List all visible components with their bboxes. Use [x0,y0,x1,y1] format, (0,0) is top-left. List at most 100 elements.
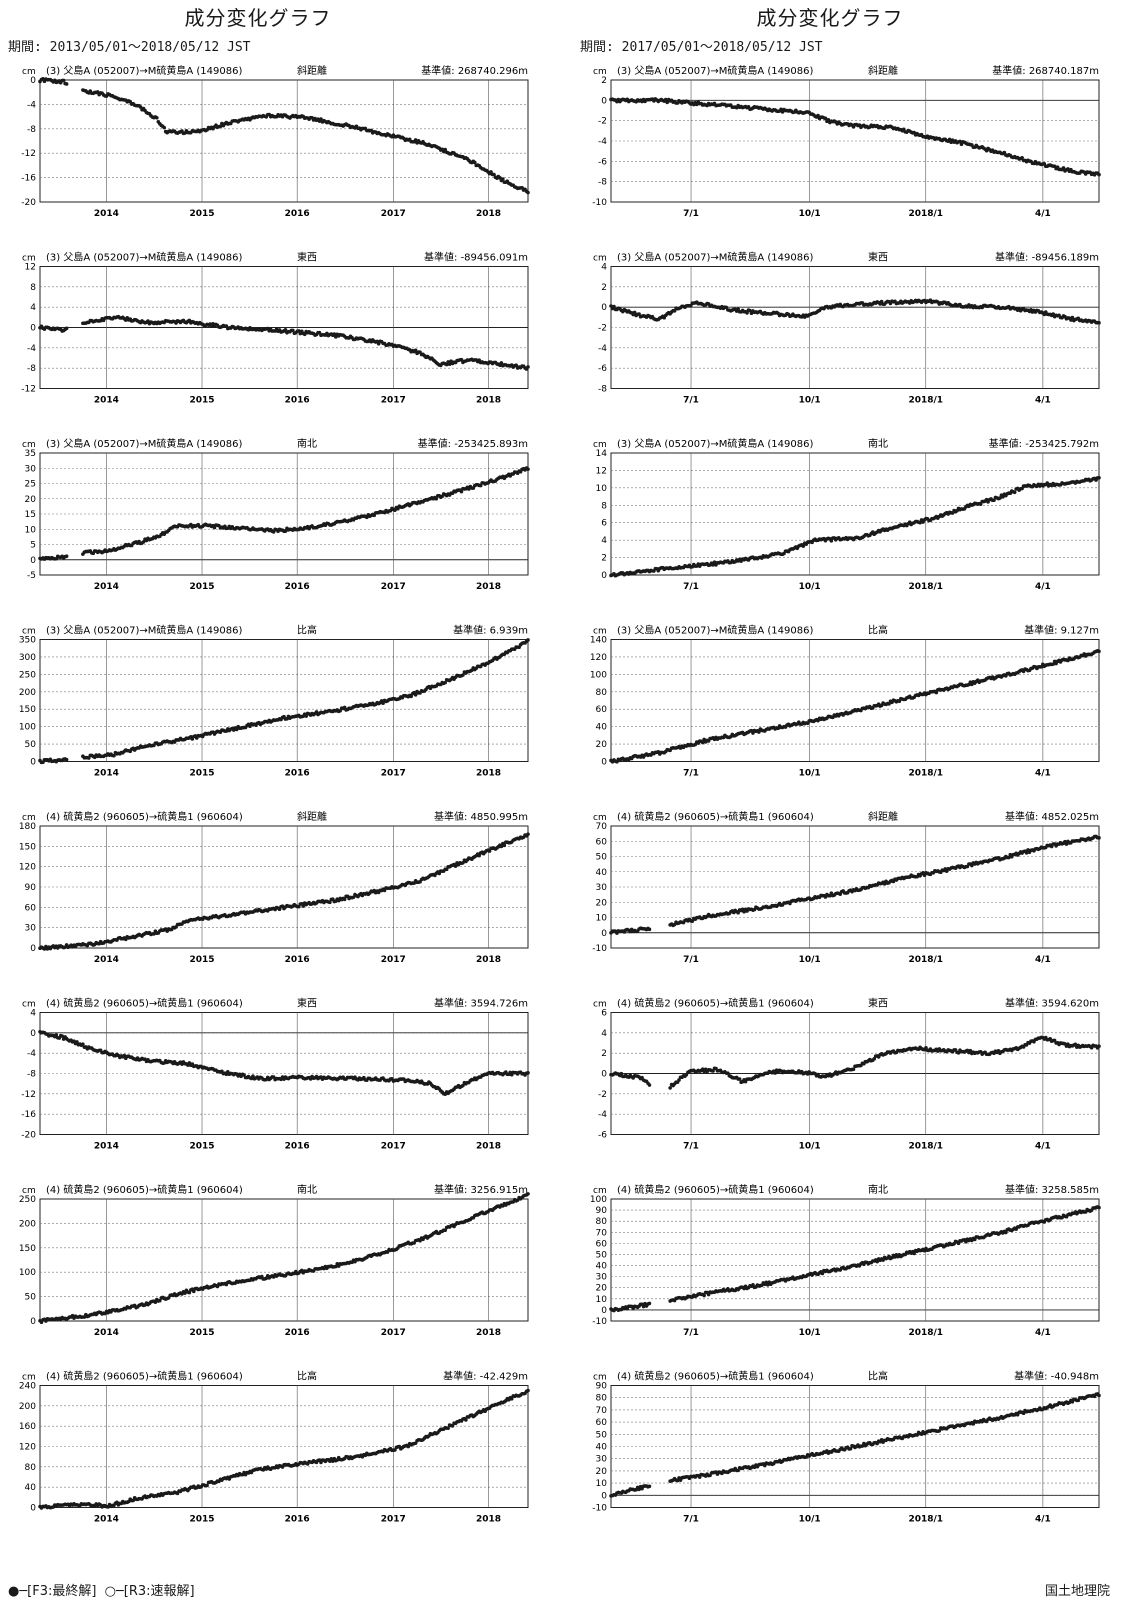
x-tick-label: 7/1 [683,1328,699,1338]
y-tick-label: -16 [21,174,36,184]
data-point [413,348,418,353]
x-tick-label: 4/1 [1035,1328,1051,1338]
series-label: (3) 父島A (052007)→M硫黄島A (149086) [617,624,813,637]
x-tick-label: 2018 [476,1328,501,1338]
data-series [609,97,1101,177]
data-point [647,1301,652,1306]
data-point [956,1051,961,1055]
unit-label: cm [593,440,607,450]
y-tick-label: 20 [25,495,37,505]
data-point [526,190,530,195]
data-point [828,893,832,898]
data-point [1097,649,1101,654]
y-tick-label: -4 [598,1110,607,1120]
y-tick-label: -4 [27,1049,36,1059]
data-point [381,701,385,706]
y-tick-label: 50 [596,1250,608,1260]
y-tick-label: 40 [596,723,608,733]
y-tick-label: 200 [19,688,36,698]
component-label: 斜距離 [868,810,898,823]
data-point [492,172,496,177]
unit-label: cm [593,813,607,823]
data-point [271,1075,276,1079]
y-tick-label: 100 [590,1195,607,1205]
x-tick-label: 2016 [285,1328,310,1338]
x-tick-label: 2015 [189,396,214,406]
component-label: 東西 [868,997,888,1010]
y-tick-label: 8 [601,501,607,511]
x-tick-label: 2015 [189,582,214,592]
base-value: 基準値: -89456.189m [995,251,1099,264]
data-point [418,1238,422,1243]
unit-label: cm [22,813,36,823]
y-tick-label: 90 [596,1206,608,1216]
y-tick-label: 0 [30,76,36,86]
y-tick-label: 6 [601,1009,607,1019]
y-tick-label: 0 [30,556,36,566]
series-label: (4) 硫黄島2 (960605)→硫黄島1 (960604) [46,1370,243,1383]
chart-panel-0: cm (3) 父島A (052007)→M硫黄島A (149086) 斜距離 基準値:… [21,64,530,219]
data-point [823,116,828,121]
chart-panel-2: cm (3) 父島A (052007)→M硫黄島A (149086) 東西 基準値: … [21,251,530,406]
data-point [912,1251,916,1256]
data-point [138,105,143,109]
y-tick-label: 200 [19,1219,36,1229]
component-label: 斜距離 [297,64,327,77]
series-label: (4) 硫黄島2 (960605)→硫黄島1 (960604) [46,810,243,823]
y-tick-label: 25 [25,480,36,490]
y-tick-label: 250 [19,1195,36,1205]
y-tick-label: 10 [25,525,37,535]
data-point [301,904,306,908]
data-point [502,843,507,848]
data-point [881,1258,885,1262]
data-point [302,332,307,337]
data-point [947,137,952,142]
data-series [38,1029,530,1097]
x-tick-label: 2014 [94,1328,119,1338]
plot-frame [39,639,529,762]
data-point [1097,836,1101,840]
y-tick-label: 0 [601,1070,607,1080]
y-tick-label: 120 [19,1443,36,1453]
data-point [1070,315,1075,320]
data-point [736,910,740,915]
data-point [501,177,505,181]
y-tick-label: -8 [598,385,607,395]
y-tick-label: -4 [598,137,607,147]
y-tick-label: 140 [590,636,607,646]
component-label: 南北 [868,437,888,450]
y-tick-label: 35 [25,449,36,459]
y-tick-label: 100 [19,1268,36,1278]
data-point [968,1048,973,1053]
data-point [434,496,439,501]
data-point [443,1228,447,1233]
y-tick-label: -10 [592,944,607,954]
x-tick-label: 10/1 [799,209,821,219]
data-point [64,82,69,86]
chart-panel-9: cm (4) 硫黄島2 (960605)→硫黄島1 (960604) 斜距離 基準値:… [592,810,1101,965]
y-tick-label: 10 [596,484,608,494]
y-tick-label: 50 [25,1293,37,1303]
y-tick-label: -8 [27,364,36,374]
y-tick-label: 350 [19,636,36,646]
component-label: 東西 [297,251,317,264]
data-point [64,326,69,331]
data-point [183,1291,187,1295]
chart-panel-4: cm (3) 父島A (052007)→M硫黄島A (149086) 南北 基準値: … [22,437,530,592]
data-point [413,693,418,697]
chart-panel-3: cm (3) 父島A (052007)→M硫黄島A (149086) 東西 基準値: … [593,251,1101,406]
y-tick-label: -2 [598,117,607,127]
data-point [934,690,939,695]
data-point [1012,490,1017,495]
data-point [478,483,483,488]
y-tick-label: -16 [21,1110,36,1120]
data-point [187,1290,192,1295]
unit-label: cm [593,254,607,264]
y-tick-label: -6 [598,364,607,374]
x-tick-label: 2018 [476,769,501,779]
data-point [826,118,831,122]
base-value: 基準値: 3258.585m [1005,1183,1099,1196]
series-label: (4) 硫黄島2 (960605)→硫黄島1 (960604) [46,1183,243,1196]
x-tick-label: 2018/1 [908,209,943,219]
